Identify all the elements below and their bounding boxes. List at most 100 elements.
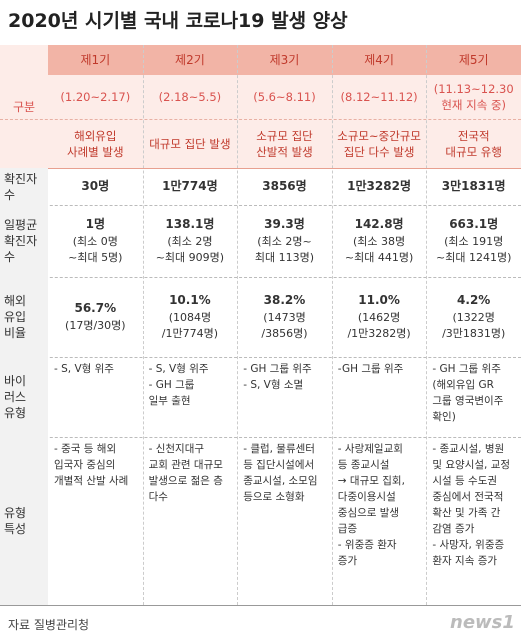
text-line: 확산 및 가족 간 bbox=[432, 507, 501, 519]
text-line: (1084명 bbox=[168, 311, 212, 324]
text-line: 등 종교시설 bbox=[337, 459, 390, 471]
text-line: 확진자 bbox=[4, 234, 38, 248]
row-cell: - 사랑제일교회 등 종교시설 → 대규모 집회, 다중이용시설 중심으로 발생 급증 - … bbox=[332, 437, 427, 605]
table-bottom bbox=[0, 605, 521, 606]
text-line: (1.20~2.17) bbox=[60, 90, 131, 104]
text-line: 중심에서 전국적 bbox=[432, 491, 504, 503]
row-cell: 3만1831명 bbox=[426, 168, 521, 205]
text-line: - 신천지대구 bbox=[148, 443, 205, 455]
text-line: (최소 2명~ bbox=[257, 235, 312, 248]
column-period: (11.13~12.30 현재 지속 중) bbox=[426, 75, 521, 119]
text-line: 확진자 bbox=[4, 171, 38, 186]
row-cell: 56.7% (17명/30명) bbox=[48, 277, 143, 357]
text-line: - 사망자, 위중증 bbox=[432, 539, 505, 551]
text-line: ~최대 5명) bbox=[68, 251, 123, 264]
text-line: ~최대 909명) bbox=[155, 251, 225, 264]
row-rule bbox=[0, 437, 521, 438]
text-line: 1만3282명 bbox=[347, 178, 412, 193]
text-line: (5.6~8.11) bbox=[253, 90, 316, 104]
text-line: (최소 0명 bbox=[72, 235, 118, 248]
text-line: 대규모 유행 bbox=[445, 144, 502, 159]
text-line: 현재 지속 중) bbox=[441, 98, 507, 112]
text-line: 발생으로 젊은 층 bbox=[148, 475, 223, 487]
text-line: ~최대 1241명) bbox=[436, 251, 512, 264]
text-line: - 클럽, 물류센터 bbox=[243, 443, 315, 455]
row-cell: 1명 (최소 0명 ~최대 5명) bbox=[48, 205, 143, 277]
text-line: 러스 bbox=[4, 390, 27, 404]
text-line: 비율 bbox=[4, 326, 27, 340]
text-line: - S, V형 소멸 bbox=[243, 379, 304, 391]
text-line: 사례별 발생 bbox=[67, 144, 124, 159]
column-description: 소규모~중간규모 집단 다수 발생 bbox=[332, 119, 427, 168]
text-line: 1명 bbox=[85, 217, 105, 231]
text-line: 산발적 발생 bbox=[256, 144, 313, 159]
divider bbox=[237, 45, 239, 605]
text-line: (1322명 bbox=[452, 311, 495, 324]
row-cell: 1만774명 bbox=[143, 168, 238, 205]
text-line: 등으로 소형화 bbox=[243, 491, 305, 503]
column-period: (5.6~8.11) bbox=[237, 75, 332, 119]
column-name: 제2기 bbox=[175, 53, 205, 67]
text-line: 소규모 집단 bbox=[256, 128, 313, 143]
row-cell: 3856명 bbox=[237, 168, 332, 205]
text-line: - 사랑제일교회 bbox=[337, 443, 403, 455]
row-cell: 4.2% (1322명/3만1831명) bbox=[426, 277, 521, 357]
text-line: - GH 그룹 bbox=[148, 379, 195, 391]
column-period: (1.20~2.17) bbox=[48, 75, 143, 119]
row-cell: 663.1명 (최소 191명 ~최대 1241명) bbox=[426, 205, 521, 277]
row-rule bbox=[0, 277, 521, 278]
text-line: - GH 그룹 위주 bbox=[432, 363, 501, 375]
text-line: 유입 bbox=[4, 310, 27, 324]
column-description: 전국적 대규모 유행 bbox=[426, 119, 521, 168]
row-cell: - 신천지대구 교회 관련 대규모 발생으로 젊은 층 다수 bbox=[143, 437, 238, 605]
text-line: (최소 38명 bbox=[353, 235, 406, 248]
text-line: 최대 113명) bbox=[254, 251, 315, 264]
text-line: (2.18~5.5) bbox=[158, 90, 222, 104]
header-line bbox=[0, 119, 521, 120]
text-line: 다중이용시설 bbox=[337, 491, 396, 503]
text-line: 감염 증가 bbox=[432, 523, 475, 535]
text-line: - S, V형 위주 bbox=[148, 363, 209, 375]
corner: 구분 bbox=[12, 99, 36, 114]
text-line: (11.13~12.30 bbox=[433, 82, 514, 96]
text-line: - S, V형 위주 bbox=[54, 363, 114, 375]
text-line: 3만1831명 bbox=[441, 178, 506, 193]
row-cell: 10.1% (1084명/1만774명) bbox=[143, 277, 238, 357]
text-line: 교회 관련 대규모 bbox=[148, 459, 223, 471]
text-line: (해외유입 GR bbox=[432, 379, 494, 391]
text-line: 집단 다수 발생 bbox=[343, 144, 415, 159]
text-line: (최소 2명 bbox=[167, 235, 213, 248]
text-line: 30명 bbox=[81, 178, 110, 193]
text-line: 대규모 집단 발생 bbox=[149, 136, 231, 151]
text-line: (1473명 bbox=[263, 311, 306, 324]
column-description: 대규모 집단 발생 bbox=[143, 119, 238, 168]
title: 2020년 시기별 국내 코로나19 발생 양상 bbox=[8, 10, 348, 32]
text-line: 소규모~중간규모 bbox=[337, 128, 421, 143]
text-line: /3856명) bbox=[261, 327, 308, 340]
row-cell: 39.3명 (최소 2명~ 최대 113명) bbox=[237, 205, 332, 277]
text-line: 중심으로 발생 bbox=[337, 507, 400, 519]
column-description: 소규모 집단 산발적 발생 bbox=[237, 119, 332, 168]
row-rule bbox=[0, 357, 521, 358]
text-line: 해외 bbox=[4, 294, 27, 308]
row-cell: 138.1명 (최소 2명 ~최대 909명) bbox=[143, 205, 238, 277]
row-cell: -GH 그룹 위주 bbox=[332, 357, 427, 437]
column-name: 제3기 bbox=[269, 53, 300, 67]
text-line: 그룹 영국변이주 bbox=[432, 395, 504, 407]
text-line: 확인) bbox=[432, 411, 456, 423]
row-cell: 11.0% (1462명/1만3282명) bbox=[332, 277, 427, 357]
row-cell: 30명 bbox=[48, 168, 143, 205]
column-period: (8.12~11.12) bbox=[332, 75, 427, 119]
row-label: 일평균 확진자 수 bbox=[0, 205, 48, 277]
text-line: 개별적 산발 사례 bbox=[54, 475, 129, 487]
row-cell: - 중국 등 해외 입국자 중심의 개별적 산발 사례 bbox=[48, 437, 143, 605]
row-cell: - GH 그룹 위주 - S, V형 소멸 bbox=[237, 357, 332, 437]
text-line: 전국적 bbox=[457, 128, 490, 143]
text-line: 수 bbox=[4, 250, 16, 264]
text-line: → 대규모 집회, bbox=[337, 475, 405, 487]
header-name-bg bbox=[48, 45, 521, 75]
divider bbox=[426, 45, 428, 605]
row-rule bbox=[0, 205, 521, 206]
